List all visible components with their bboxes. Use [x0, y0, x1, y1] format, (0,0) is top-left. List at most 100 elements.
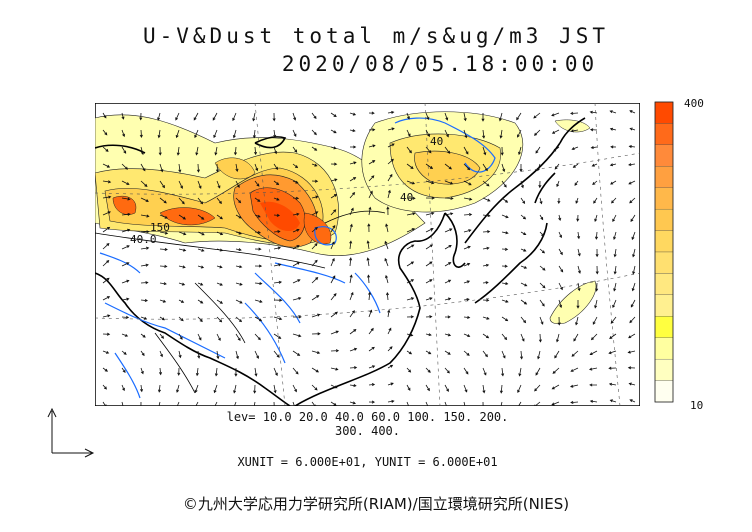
wind-arrow — [102, 211, 111, 216]
wind-arrow — [387, 382, 394, 386]
wind-arrow — [537, 163, 541, 172]
wind-arrow — [589, 350, 598, 355]
wind-arrow — [176, 401, 180, 406]
wind-arrow — [520, 282, 528, 287]
wind-arrow — [538, 333, 542, 343]
wind-arrow — [273, 197, 280, 201]
wind-arrow — [613, 248, 617, 258]
wind-arrow — [273, 163, 279, 171]
wind-arrow — [368, 206, 372, 216]
wind-arrow — [311, 313, 321, 318]
wind-arrow — [349, 207, 354, 216]
wind-arrow — [444, 333, 452, 337]
wind-arrow — [406, 261, 415, 267]
wind-arrow — [612, 299, 617, 309]
wind-arrow — [330, 194, 338, 199]
wind-arrow — [311, 384, 318, 391]
wind-arrow — [175, 112, 180, 121]
wind-arrow — [611, 197, 617, 204]
wind-arrow — [501, 299, 509, 303]
wind-arrow — [609, 110, 617, 114]
wind-arrow — [212, 112, 218, 121]
wind-arrow — [273, 246, 282, 250]
wind-arrow — [627, 350, 636, 354]
wind-arrow — [121, 333, 129, 337]
wind-arrow — [518, 367, 522, 377]
wind-arrow — [534, 129, 541, 136]
wind-arrow — [632, 265, 636, 275]
wind-arrow — [425, 401, 430, 406]
wind-arrow — [330, 367, 339, 371]
wind-arrow — [330, 112, 337, 117]
wind-arrow — [482, 263, 490, 267]
wind-arrow — [387, 127, 395, 131]
wind-arrow — [613, 231, 617, 241]
wind-arrow — [140, 263, 149, 267]
reference-vector — [47, 407, 95, 458]
wind-arrow — [463, 262, 471, 267]
wind-arrow — [121, 163, 128, 170]
wind-arrow — [520, 299, 528, 305]
wind-arrow — [537, 350, 541, 360]
wind-arrow — [554, 163, 560, 170]
wind-arrow — [102, 367, 108, 372]
wind-arrow — [482, 298, 490, 302]
wind-arrow — [311, 242, 318, 250]
wind-arrow — [253, 384, 257, 394]
wind-arrow — [387, 346, 393, 352]
wind-arrow — [609, 163, 617, 167]
wind-arrow — [292, 384, 297, 393]
wind-arrow — [444, 163, 452, 170]
wind-arrow — [140, 367, 144, 375]
wind-arrow — [311, 332, 321, 336]
wind-arrow — [406, 129, 411, 137]
wind-arrow — [520, 333, 525, 342]
wind-arrow — [178, 316, 184, 322]
wind-arrow — [558, 231, 562, 239]
wind-arrow — [214, 401, 218, 406]
wind-arrow — [159, 282, 167, 286]
wind-arrow — [539, 214, 544, 221]
wind-arrow — [368, 309, 373, 318]
wind-arrow — [196, 163, 200, 173]
wind-arrow — [349, 328, 357, 335]
wind-arrow — [349, 291, 354, 301]
wind-arrow — [102, 180, 112, 184]
wind-arrow — [425, 244, 434, 250]
wind-arrow — [368, 365, 376, 369]
wind-arrow — [588, 367, 598, 371]
wind-arrow — [632, 248, 636, 258]
wind-arrow — [197, 197, 204, 205]
wind-arrow — [608, 366, 617, 370]
wind-arrow — [330, 225, 336, 233]
vector-units: XUNIT = 6.000E+01, YUNIT = 6.000E+01 — [237, 455, 498, 469]
wind-arrow — [551, 401, 560, 406]
wind-arrow — [501, 197, 509, 203]
map-datetime: 2020/08/05.18:00:00 — [281, 52, 599, 76]
wind-arrow — [558, 214, 562, 222]
wind-arrow — [140, 146, 144, 156]
wind-arrow — [500, 146, 504, 156]
wind-arrow — [121, 245, 130, 250]
wind-arrow — [406, 315, 415, 319]
wind-arrow — [159, 214, 168, 219]
wind-arrow — [159, 299, 167, 303]
dust-plume-northeast — [361, 111, 591, 213]
wind-arrow — [139, 112, 143, 121]
wind-arrow — [292, 262, 301, 267]
wind-arrow — [197, 214, 205, 220]
wind-arrow — [628, 163, 636, 167]
wind-arrow — [216, 265, 223, 269]
wind-arrow — [121, 262, 130, 267]
wind-arrow — [330, 162, 338, 166]
wind-arrow — [463, 401, 466, 406]
wind-arrow — [140, 350, 145, 357]
wind-arrow — [518, 146, 522, 156]
wind-arrow — [194, 384, 199, 394]
wind-arrow — [216, 248, 223, 252]
wind-arrow — [406, 112, 410, 120]
wind-arrow — [158, 401, 161, 406]
wind-arrow — [273, 401, 275, 406]
wind-arrow — [311, 350, 321, 354]
wind-arrow — [444, 315, 451, 319]
